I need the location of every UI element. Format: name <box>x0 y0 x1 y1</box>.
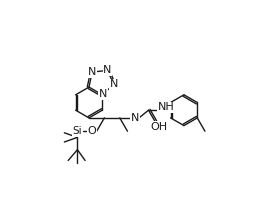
Text: N: N <box>88 67 96 77</box>
Text: N: N <box>131 113 139 123</box>
Text: N: N <box>99 89 107 99</box>
Text: NH: NH <box>158 102 175 112</box>
Text: N: N <box>110 80 118 89</box>
Text: OH: OH <box>151 122 168 132</box>
Text: Si: Si <box>73 126 82 136</box>
Text: O: O <box>88 126 97 136</box>
Text: N: N <box>103 66 112 75</box>
